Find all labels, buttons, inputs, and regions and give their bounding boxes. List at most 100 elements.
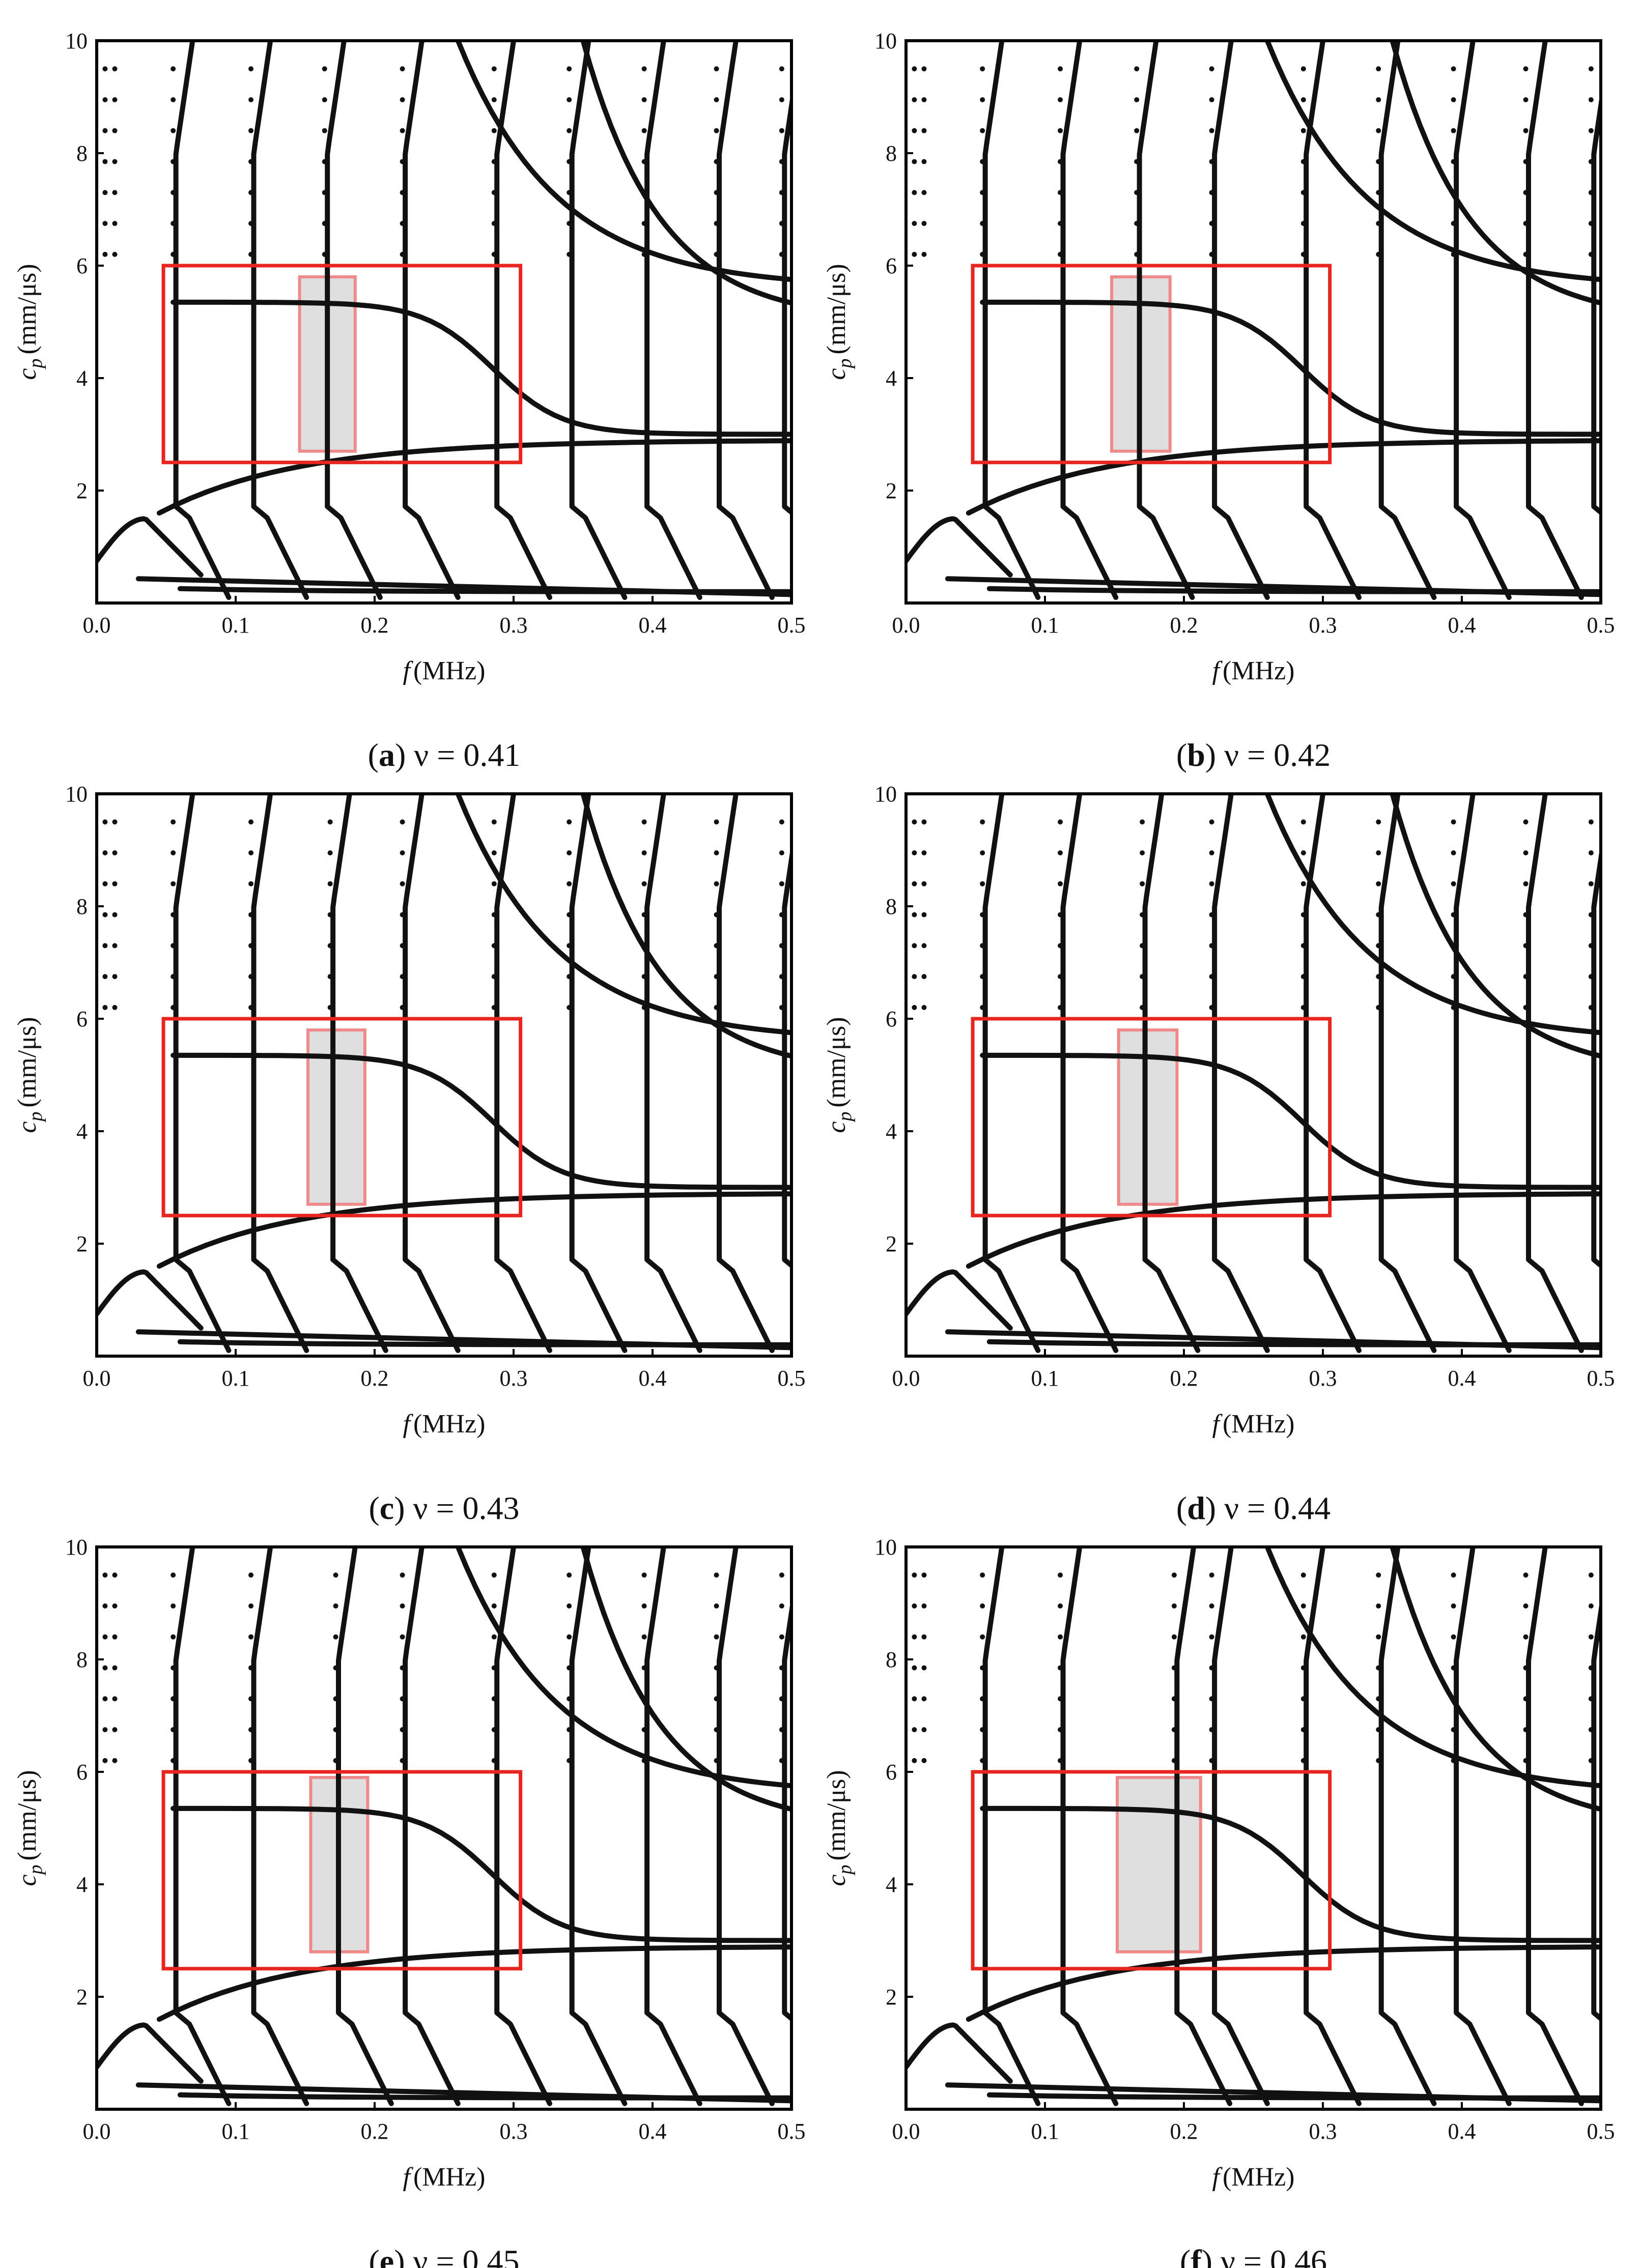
root-dot [248,251,254,257]
root-dot [567,221,572,226]
root-dot [171,128,176,133]
root-dot [921,97,927,103]
root-dot [171,1696,176,1702]
root-dot [112,819,118,825]
root-dot [1376,128,1381,133]
root-dot [400,912,405,917]
root-dot [171,850,176,856]
root-dot [1134,128,1140,133]
root-dot [921,819,927,825]
root-dot [112,974,118,980]
y-axis-title: cp(mm/μs) [822,264,856,380]
root-dot [1523,819,1529,825]
root-dot [921,1572,927,1578]
high-mode-curve [580,41,791,306]
high-mode-curve [1264,1547,1601,1789]
root-dot [248,1004,254,1010]
x-tick-label: 0.0 [83,613,111,638]
x-tick-label: 0.5 [778,1366,806,1391]
root-dot [171,819,176,825]
y-tick-label: 2 [76,1231,88,1256]
cutoff-mode-curve [494,41,552,600]
root-dot [641,190,647,195]
root-dot [322,221,327,226]
fundamental-mode-curve [177,2092,791,2101]
x-tick-label: 0.3 [500,613,528,638]
high-mode-curve [1264,41,1601,282]
panel-caption: (e) ν = 0.45 [369,2243,519,2268]
root-dot [641,251,647,257]
root-dot [912,251,917,257]
root-dot [779,190,784,195]
panel-caption: (b) ν = 0.42 [1176,737,1331,773]
root-dot [1588,1758,1594,1763]
root-dot [112,1727,118,1733]
y-tick-label: 4 [76,1872,88,1897]
root-dot [567,1603,572,1609]
root-dot [1300,1758,1306,1763]
root-dot [1523,1572,1529,1578]
root-dot [1451,159,1456,164]
root-dot [491,1758,497,1763]
cutoff-mode-curve [1060,41,1119,600]
root-dot [714,943,719,949]
root-dot [1588,819,1594,825]
y-tick-label: 4 [886,366,897,391]
root-dot [1376,1634,1381,1640]
root-dot [1300,128,1306,133]
root-dot [171,881,176,886]
root-dot [714,66,719,72]
root-dot [980,221,985,226]
root-dot [980,1665,985,1671]
root-dot [567,251,572,257]
root-dot [322,251,327,257]
root-dot [1300,221,1306,226]
root-dot [1451,943,1456,949]
x-tick-label: 0.4 [1448,613,1476,638]
root-dot [102,251,108,257]
root-dot [491,974,497,980]
root-dot [567,974,572,980]
high-mode-curve [455,41,791,282]
plot-frame [95,39,793,605]
cutoff-mode-curve [1304,41,1362,600]
root-dot [491,943,497,949]
y-tick-label: 2 [886,1231,897,1256]
y-tick-label: 2 [76,478,88,503]
root-dot [921,1727,927,1733]
root-dot [1300,1696,1306,1702]
root-dot [1523,1634,1529,1640]
root-dot [641,97,647,103]
root-dot [980,819,985,825]
cutoff-mode-curve [782,842,791,1269]
panel-e: 0.0 0.1 0.2 0.3 0.4 0.5 2 4 6 8 10 f (MHz) cp(mm/μs) (… [13,1535,806,2268]
root-dot [327,974,333,980]
root-dot [400,974,405,980]
root-dot [912,1758,917,1763]
root-dot [327,850,333,856]
root-dot [102,850,108,856]
root-dot [714,1665,719,1671]
root-dot [980,912,985,917]
root-dot [779,974,784,980]
root-dot [1523,97,1529,103]
root-dot [567,912,572,917]
fundamental-mode-curve [97,2022,204,2084]
root-dot [641,881,647,886]
root-dot [400,881,405,886]
x-axis-title: f (MHz) [1212,1410,1295,1439]
root-dot [779,221,784,226]
high-mode-curve [1390,1547,1601,1812]
cutoff-mode-curve [403,1547,461,2106]
root-dot [1300,1603,1306,1609]
x-tick-label: 0.5 [1587,613,1615,638]
root-dot [641,912,647,917]
root-dot [1058,819,1063,825]
root-dot [567,881,572,886]
root-dot [1588,1004,1594,1010]
cutoff-mode-curve [1137,41,1195,600]
root-dot [248,1727,254,1733]
root-dot [1058,1572,1063,1578]
root-dot [171,221,176,226]
